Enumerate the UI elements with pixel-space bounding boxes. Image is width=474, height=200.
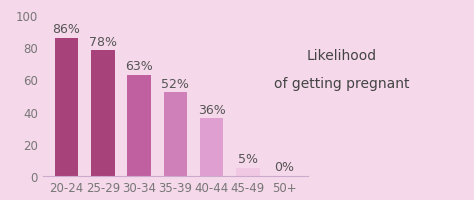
Text: 63%: 63% (125, 60, 153, 73)
Text: 86%: 86% (53, 23, 81, 36)
Text: 0%: 0% (274, 161, 294, 174)
Text: 52%: 52% (162, 77, 189, 90)
Bar (236, 168, 260, 176)
Text: 5%: 5% (238, 153, 258, 166)
Text: 78%: 78% (89, 36, 117, 49)
Bar (200, 118, 223, 176)
Bar (55, 38, 78, 176)
Bar (164, 93, 187, 176)
Bar (91, 51, 115, 176)
Text: Likelihood: Likelihood (306, 49, 376, 63)
Text: of getting pregnant: of getting pregnant (273, 77, 409, 91)
Text: 36%: 36% (198, 103, 226, 116)
Bar (128, 75, 151, 176)
